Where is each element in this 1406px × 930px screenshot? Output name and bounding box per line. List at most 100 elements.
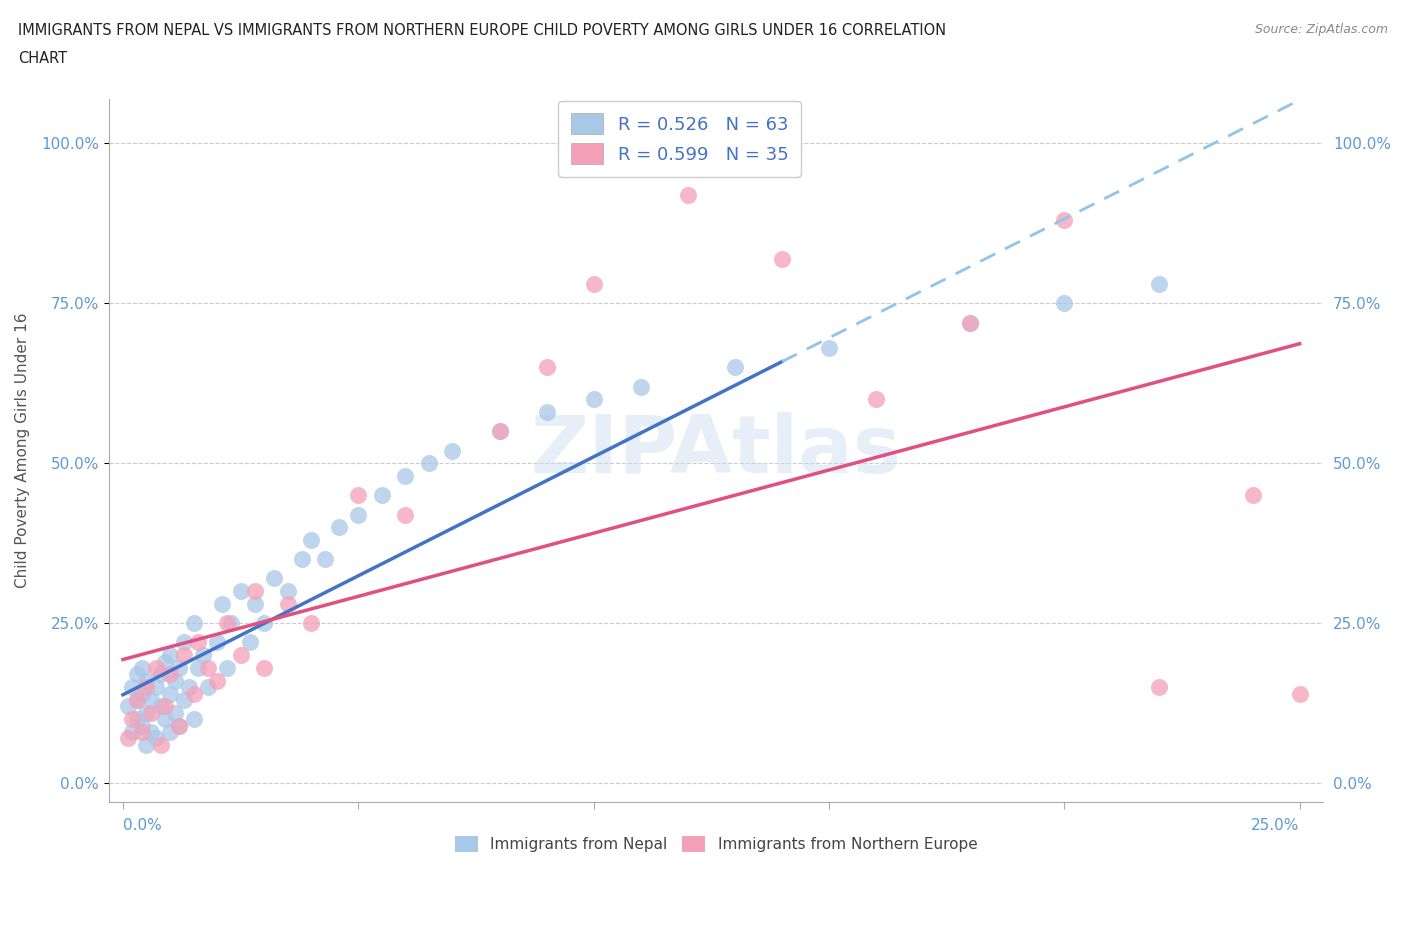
- Point: [155, 654, 177, 669]
- Point: [676, 187, 699, 202]
- Point: [1053, 296, 1076, 311]
- Point: [177, 680, 200, 695]
- Point: [149, 737, 172, 752]
- Point: [117, 699, 139, 714]
- Point: [299, 533, 322, 548]
- Point: [197, 680, 219, 695]
- Point: [183, 686, 205, 701]
- Point: [117, 731, 139, 746]
- Point: [277, 597, 299, 612]
- Point: [145, 680, 167, 695]
- Point: [441, 443, 464, 458]
- Point: [149, 699, 172, 714]
- Point: [131, 724, 153, 739]
- Point: [131, 686, 153, 701]
- Legend: Immigrants from Nepal, Immigrants from Northern Europe: Immigrants from Nepal, Immigrants from N…: [449, 830, 983, 858]
- Text: IMMIGRANTS FROM NEPAL VS IMMIGRANTS FROM NORTHERN EUROPE CHILD POVERTY AMONG GIR: IMMIGRANTS FROM NEPAL VS IMMIGRANTS FROM…: [18, 23, 946, 38]
- Point: [145, 731, 167, 746]
- Point: [155, 699, 177, 714]
- Point: [183, 711, 205, 726]
- Point: [163, 673, 186, 688]
- Point: [169, 718, 191, 733]
- Point: [219, 616, 242, 631]
- Point: [211, 597, 233, 612]
- Point: [169, 660, 191, 675]
- Point: [169, 718, 191, 733]
- Point: [125, 693, 148, 708]
- Point: [125, 667, 148, 682]
- Point: [488, 424, 510, 439]
- Point: [159, 724, 181, 739]
- Point: [197, 660, 219, 675]
- Point: [121, 724, 143, 739]
- Point: [959, 315, 981, 330]
- Point: [582, 277, 605, 292]
- Point: [131, 718, 153, 733]
- Point: [183, 616, 205, 631]
- Point: [299, 616, 322, 631]
- Point: [187, 635, 209, 650]
- Point: [277, 584, 299, 599]
- Point: [145, 660, 167, 675]
- Point: [135, 680, 157, 695]
- Point: [141, 724, 163, 739]
- Point: [243, 597, 266, 612]
- Point: [173, 693, 195, 708]
- Point: [155, 711, 177, 726]
- Text: 25.0%: 25.0%: [1251, 818, 1299, 833]
- Point: [865, 392, 887, 406]
- Point: [131, 660, 153, 675]
- Point: [159, 667, 181, 682]
- Point: [125, 693, 148, 708]
- Point: [1288, 686, 1310, 701]
- Point: [243, 584, 266, 599]
- Point: [141, 693, 163, 708]
- Point: [291, 551, 314, 566]
- Point: [187, 660, 209, 675]
- Point: [253, 616, 276, 631]
- Point: [163, 705, 186, 720]
- Point: [135, 737, 157, 752]
- Point: [121, 680, 143, 695]
- Point: [229, 648, 252, 663]
- Point: [1053, 213, 1076, 228]
- Point: [328, 520, 350, 535]
- Point: [1147, 680, 1170, 695]
- Point: [394, 469, 416, 484]
- Point: [724, 360, 747, 375]
- Point: [818, 340, 841, 355]
- Point: [582, 392, 605, 406]
- Point: [314, 551, 336, 566]
- Point: [135, 673, 157, 688]
- Text: 0.0%: 0.0%: [122, 818, 162, 833]
- Point: [159, 686, 181, 701]
- Point: [229, 584, 252, 599]
- Point: [959, 315, 981, 330]
- Point: [253, 660, 276, 675]
- Point: [630, 379, 652, 394]
- Point: [371, 488, 394, 503]
- Point: [770, 251, 793, 266]
- Point: [347, 488, 370, 503]
- Point: [239, 635, 262, 650]
- Point: [215, 660, 238, 675]
- Text: ZIPAtlas: ZIPAtlas: [530, 412, 901, 489]
- Point: [1147, 277, 1170, 292]
- Point: [536, 405, 558, 419]
- Text: Source: ZipAtlas.com: Source: ZipAtlas.com: [1254, 23, 1388, 36]
- Point: [215, 616, 238, 631]
- Point: [141, 705, 163, 720]
- Point: [205, 673, 228, 688]
- Point: [347, 507, 370, 522]
- Text: CHART: CHART: [18, 51, 67, 66]
- Point: [159, 648, 181, 663]
- Point: [173, 635, 195, 650]
- Point: [173, 648, 195, 663]
- Point: [263, 571, 285, 586]
- Point: [394, 507, 416, 522]
- Point: [149, 667, 172, 682]
- Point: [121, 711, 143, 726]
- Point: [1241, 488, 1264, 503]
- Point: [536, 360, 558, 375]
- Point: [205, 635, 228, 650]
